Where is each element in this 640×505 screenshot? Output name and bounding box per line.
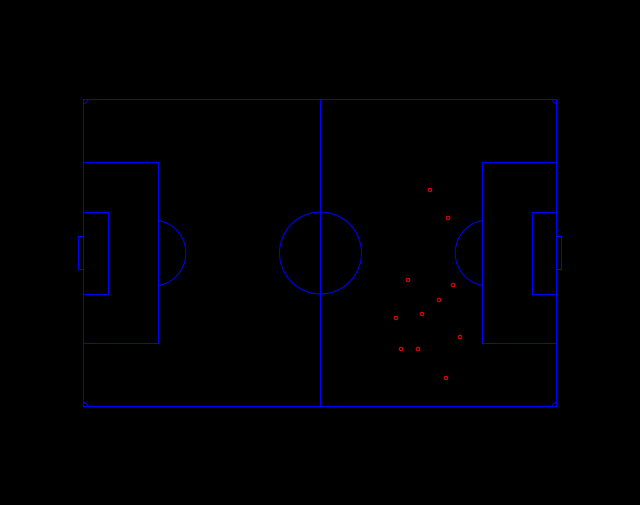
player-marker-3 (405, 277, 411, 283)
corner-arc-bottom-left (83, 402, 88, 407)
corner-arc-bottom-right (552, 402, 557, 407)
left-penalty-arc (158, 220, 187, 286)
right-goal (556, 236, 562, 270)
player-marker-6 (419, 311, 425, 317)
player-marker-11 (443, 375, 449, 381)
player-marker-2 (445, 215, 451, 221)
player-marker-5 (436, 297, 442, 303)
player-marker-4 (450, 282, 456, 288)
pitch-lines (78, 99, 562, 407)
player-marker-1 (427, 187, 433, 193)
center-circle (279, 211, 362, 295)
corner-arc-top-left (83, 99, 88, 104)
players-layer (393, 187, 463, 381)
corner-arc-top-right (552, 99, 557, 104)
player-marker-10 (415, 346, 421, 352)
player-marker-7 (393, 315, 399, 321)
left-goal (78, 236, 84, 270)
player-marker-9 (398, 346, 404, 352)
player-marker-8 (457, 334, 463, 340)
right-penalty-arc (454, 220, 483, 286)
